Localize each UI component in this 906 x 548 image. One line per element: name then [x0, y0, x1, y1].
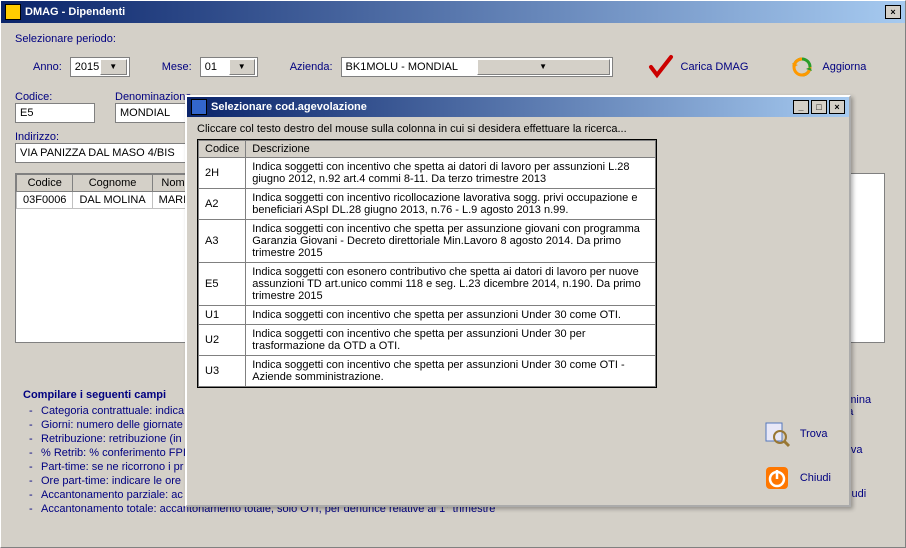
refresh-icon — [788, 53, 816, 81]
anno-label: Anno: — [33, 61, 62, 73]
col-codice: Codice — [199, 141, 246, 158]
mese-label: Mese: — [162, 61, 192, 73]
trova-button[interactable]: Trova — [762, 419, 831, 449]
table-row[interactable]: A2Indica soggetti con incentivo ricolloc… — [199, 189, 656, 220]
power-icon — [762, 463, 792, 493]
aggiorna-button[interactable]: Aggiorna — [782, 51, 872, 83]
cell-codice: 03F0006 — [17, 192, 73, 209]
app-icon — [5, 4, 21, 20]
col-descrizione: Descrizione — [246, 141, 656, 158]
modal-dialog: Selezionare cod.agevolazione _ □ × Clicc… — [185, 95, 851, 507]
table-row[interactable]: U1Indica soggetti con incentivo che spet… — [199, 306, 656, 325]
close-icon[interactable]: × — [829, 100, 845, 114]
codice-field[interactable]: E5 — [15, 103, 95, 123]
codice-value: E5 — [20, 107, 33, 119]
modal-titlebar: Selezionare cod.agevolazione _ □ × — [187, 97, 849, 117]
anno-select[interactable]: 2015▼ — [70, 57, 130, 77]
col-cognome: Cognome — [73, 175, 152, 192]
chevron-down-icon: ▼ — [100, 59, 127, 75]
denom-label: Denominazione — [115, 91, 195, 103]
chevron-down-icon: ▼ — [477, 59, 610, 75]
modal-chiudi-label: Chiudi — [800, 472, 831, 484]
indirizzo-value: VIA PANIZZA DAL MASO 4/BIS — [20, 147, 175, 159]
mese-value: 01 — [205, 61, 229, 73]
code-table[interactable]: Codice Descrizione 2HIndica soggetti con… — [197, 139, 657, 388]
aggiorna-label: Aggiorna — [822, 61, 866, 73]
col-codice: Codice — [17, 175, 73, 192]
table-row[interactable]: E5Indica soggetti con esonero contributi… — [199, 263, 656, 306]
maximize-icon[interactable]: □ — [811, 100, 827, 114]
trova-label: Trova — [800, 428, 828, 440]
denom-value: MONDIAL — [120, 107, 170, 119]
mese-select[interactable]: 01▼ — [200, 57, 258, 77]
modal-title: Selezionare cod.agevolazione — [211, 101, 367, 113]
table-row[interactable]: U3Indica soggetti con incentivo che spet… — [199, 356, 656, 387]
denom-field[interactable]: MONDIAL — [115, 103, 195, 123]
modal-hint: Cliccare col testo destro del mouse sull… — [197, 123, 839, 135]
search-icon — [762, 419, 792, 449]
table-row[interactable]: A3Indica soggetti con incentivo che spet… — [199, 220, 656, 263]
table-row[interactable]: 2HIndica soggetti con incentivo che spet… — [199, 158, 656, 189]
chevron-down-icon: ▼ — [229, 59, 255, 75]
azienda-select[interactable]: BK1MOLU - MONDIAL▼ — [341, 57, 613, 77]
modal-chiudi-button[interactable]: Chiudi — [762, 463, 831, 493]
check-icon — [647, 53, 675, 81]
codice-label: Codice: — [15, 91, 95, 103]
cell-cognome: DAL MOLINA — [73, 192, 152, 209]
window-title: DMAG - Dipendenti — [25, 6, 125, 18]
table-row[interactable]: U2Indica soggetti con incentivo che spet… — [199, 325, 656, 356]
minimize-icon[interactable]: _ — [793, 100, 809, 114]
periodo-label: Selezionare periodo: — [15, 33, 891, 45]
azienda-value: BK1MOLU - MONDIAL — [346, 61, 477, 73]
main-titlebar: DMAG - Dipendenti × — [1, 1, 905, 23]
modal-icon — [191, 99, 207, 115]
anno-value: 2015 — [75, 61, 100, 73]
indirizzo-field[interactable]: VIA PANIZZA DAL MASO 4/BIS — [15, 143, 199, 163]
close-icon[interactable]: × — [885, 5, 901, 19]
azienda-label: Azienda: — [290, 61, 333, 73]
carica-dmag-button[interactable]: Carica DMAG — [641, 51, 755, 83]
carica-label: Carica DMAG — [681, 61, 749, 73]
